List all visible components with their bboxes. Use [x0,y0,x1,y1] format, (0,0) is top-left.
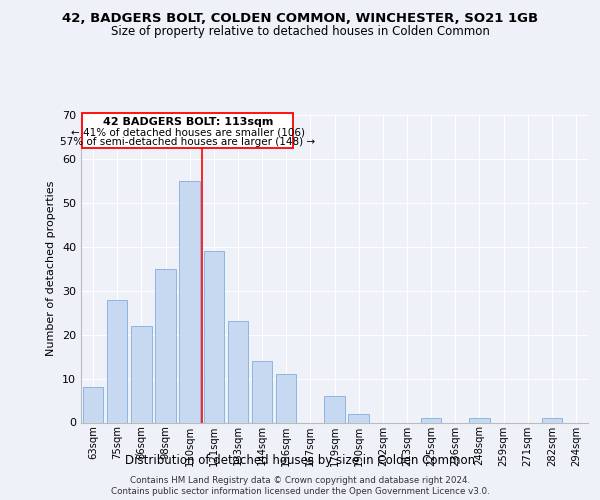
Bar [324,396,345,422]
Text: 42, BADGERS BOLT, COLDEN COMMON, WINCHESTER, SO21 1GB: 42, BADGERS BOLT, COLDEN COMMON, WINCHES… [62,12,538,26]
FancyBboxPatch shape [82,113,293,148]
Text: Contains HM Land Registry data © Crown copyright and database right 2024.: Contains HM Land Registry data © Crown c… [130,476,470,485]
Text: Contains public sector information licensed under the Open Government Licence v3: Contains public sector information licen… [110,488,490,496]
Bar [469,418,490,422]
Bar [421,418,442,422]
Text: 57% of semi-detached houses are larger (148) →: 57% of semi-detached houses are larger (… [60,137,316,147]
Text: ← 41% of detached houses are smaller (106): ← 41% of detached houses are smaller (10… [71,128,305,138]
Y-axis label: Number of detached properties: Number of detached properties [46,181,56,356]
Bar [349,414,369,422]
Bar [542,418,562,422]
Text: Distribution of detached houses by size in Colden Common: Distribution of detached houses by size … [125,454,475,467]
Bar [107,300,127,422]
Bar [252,361,272,422]
Bar [227,322,248,422]
Bar [83,388,103,422]
Bar [276,374,296,422]
Bar [179,181,200,422]
Text: Size of property relative to detached houses in Colden Common: Size of property relative to detached ho… [110,25,490,38]
Bar [155,269,176,422]
Text: 42 BADGERS BOLT: 113sqm: 42 BADGERS BOLT: 113sqm [103,117,273,127]
Bar [203,251,224,422]
Bar [131,326,152,422]
